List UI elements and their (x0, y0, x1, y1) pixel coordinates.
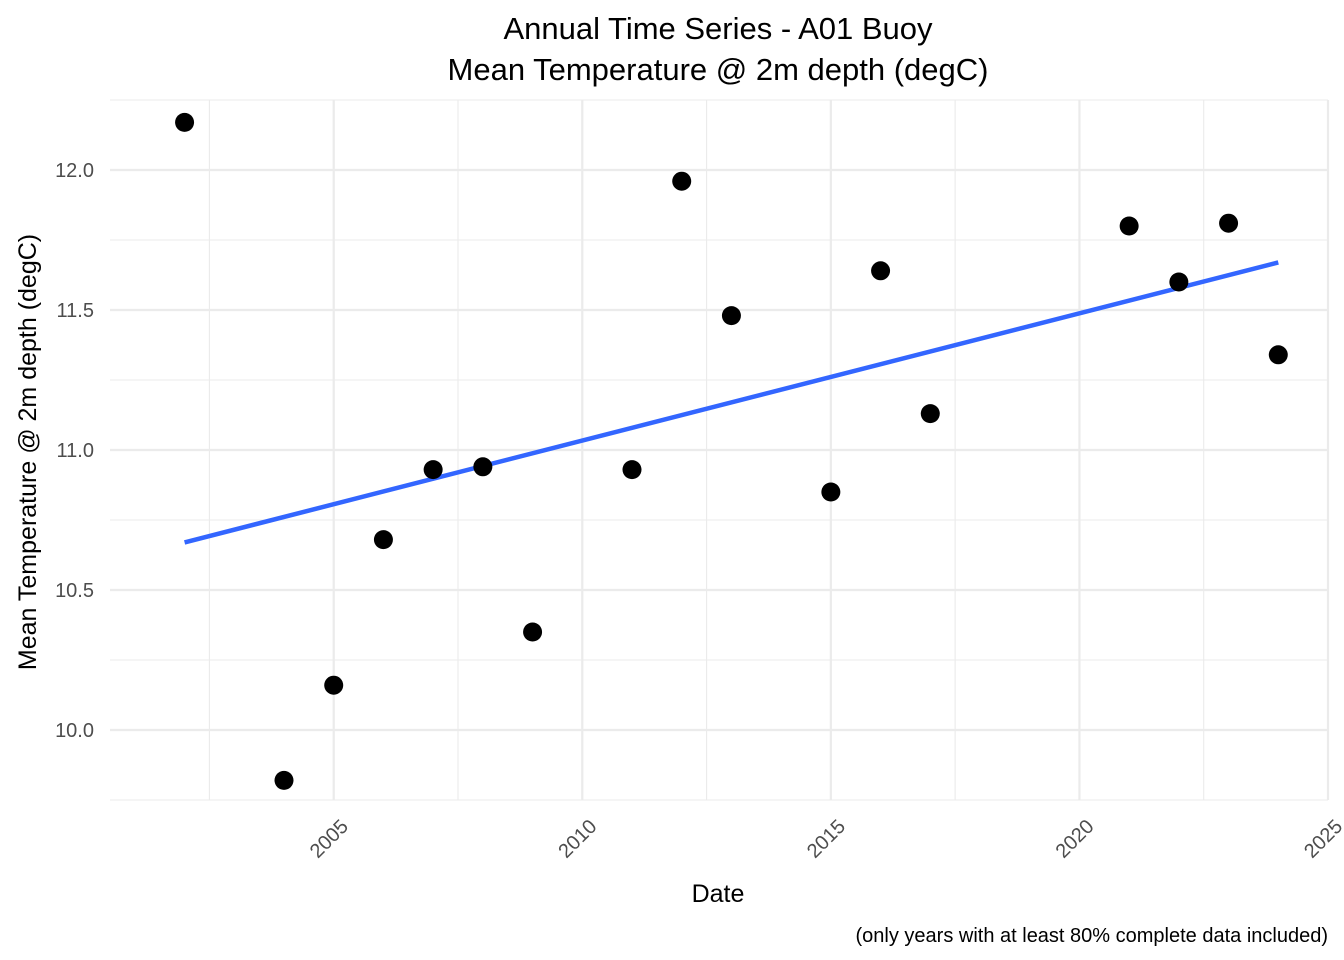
x-tick-label: 2015 (803, 816, 850, 863)
y-tick-label: 10.5 (55, 580, 94, 602)
x-tick-label: 2025 (1300, 816, 1344, 863)
data-point (721, 306, 741, 326)
data-point (821, 482, 841, 502)
data-point (672, 171, 692, 191)
trend-line-layer (184, 260, 1279, 545)
data-point (423, 460, 443, 480)
chart-caption: (only years with at least 80% complete d… (856, 925, 1328, 947)
x-axis-title: Date (692, 880, 745, 908)
data-point (871, 261, 891, 281)
grid (110, 99, 1330, 801)
chart-subtitle: Mean Temperature @ 2m depth (degC) (448, 52, 989, 87)
y-axis-tick-labels: 10.0 10.5 11.0 11.5 12.0 (55, 160, 94, 742)
data-point (324, 675, 344, 695)
data-point (1268, 345, 1288, 365)
data-point (473, 457, 493, 477)
data-point (523, 622, 543, 642)
data-point (1219, 213, 1239, 233)
y-tick-label: 11.5 (57, 300, 94, 322)
data-points (175, 112, 1288, 790)
y-tick-label: 12.0 (55, 160, 94, 182)
y-axis-title: Mean Temperature @ 2m depth (degC) (14, 234, 42, 670)
data-point (274, 770, 294, 790)
data-point (373, 530, 393, 550)
x-axis-tick-labels: 2005 2010 2015 2020 2025 (306, 816, 1344, 863)
x-tick-label: 2005 (306, 816, 353, 863)
data-point (920, 404, 940, 424)
chart-title: Annual Time Series - A01 Buoy (503, 11, 933, 46)
y-tick-label: 11.0 (57, 440, 94, 462)
trend-line (184, 260, 1279, 545)
data-point (175, 112, 195, 132)
data-point (622, 460, 642, 480)
data-point (1169, 272, 1189, 292)
x-tick-label: 2020 (1052, 816, 1099, 863)
y-tick-label: 10.0 (55, 720, 94, 742)
data-point (1119, 216, 1139, 236)
x-tick-label: 2010 (554, 816, 601, 863)
